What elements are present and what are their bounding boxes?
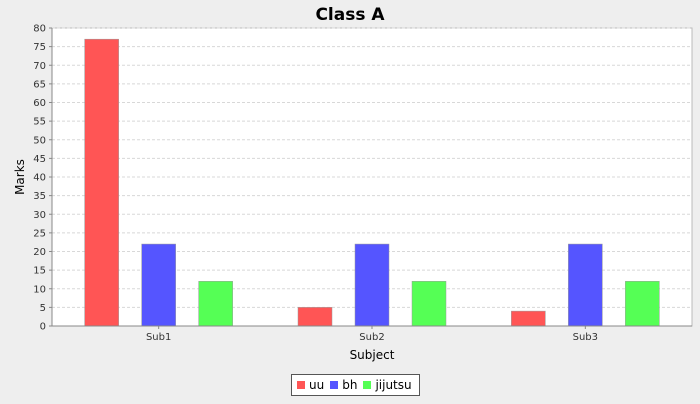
- x-axis-ticks: Sub1 Sub2 Sub3: [146, 326, 598, 343]
- x-axis-label: Subject: [350, 348, 395, 362]
- legend-item-jijutsu: jijutsu: [363, 378, 412, 392]
- legend-swatch-jijutsu: [363, 381, 372, 389]
- bar-uu-Sub3: [511, 310, 546, 327]
- y-tick-label-25: 25: [33, 228, 46, 239]
- chart-legend: uu bh jijutsu: [291, 374, 420, 396]
- y-tick-label-40: 40: [33, 173, 46, 184]
- y-tick-label-50: 50: [33, 135, 46, 146]
- y-tick-label-5: 5: [40, 303, 46, 314]
- bar-jijutsu-Sub2: [411, 281, 447, 327]
- legend-label-jijutsu: jijutsu: [375, 378, 412, 392]
- y-tick-label-15: 15: [33, 266, 46, 277]
- legend-swatch-bh: [330, 381, 339, 389]
- x-tick-label-Sub3: Sub3: [573, 332, 598, 343]
- legend-item-bh: bh: [330, 378, 357, 392]
- chart-title: Class A: [315, 5, 385, 25]
- bar-bh-Sub3: [568, 243, 603, 327]
- y-tick-label-0: 0: [40, 322, 46, 333]
- y-tick-label-20: 20: [33, 247, 46, 258]
- bar-jijutsu-Sub3: [625, 281, 660, 327]
- legend-item-uu: uu: [297, 378, 324, 392]
- x-tick-label-Sub2: Sub2: [359, 332, 384, 343]
- y-tick-label-10: 10: [33, 284, 46, 295]
- y-tick-label-55: 55: [33, 117, 46, 128]
- y-tick-label-30: 30: [33, 210, 46, 221]
- legend-label-uu: uu: [309, 378, 325, 392]
- legend-swatch-uu: [297, 381, 305, 389]
- bar-bh-Sub1: [141, 243, 176, 327]
- bars: [84, 38, 660, 327]
- bar-uu-Sub2: [297, 307, 333, 327]
- y-tick-label-35: 35: [33, 191, 46, 202]
- bar-uu-Sub1: [84, 38, 119, 327]
- y-tick-label-75: 75: [33, 42, 46, 53]
- x-tick-label-Sub1: Sub1: [146, 332, 171, 343]
- y-axis-label: Marks: [13, 159, 27, 195]
- bar-jijutsu-Sub1: [198, 281, 233, 327]
- y-tick-label-45: 45: [33, 154, 46, 165]
- y-tick-label-80: 80: [33, 24, 46, 35]
- y-tick-label-65: 65: [33, 79, 46, 90]
- bar-bh-Sub2: [354, 243, 390, 327]
- y-axis-ticks: 0 5 10 15 20 25 30 35 40 45 50 55 60 65 70 75 80: [33, 24, 52, 333]
- y-tick-label-60: 60: [33, 98, 46, 109]
- legend-label-bh: bh: [342, 378, 358, 392]
- y-tick-label-70: 70: [33, 61, 46, 72]
